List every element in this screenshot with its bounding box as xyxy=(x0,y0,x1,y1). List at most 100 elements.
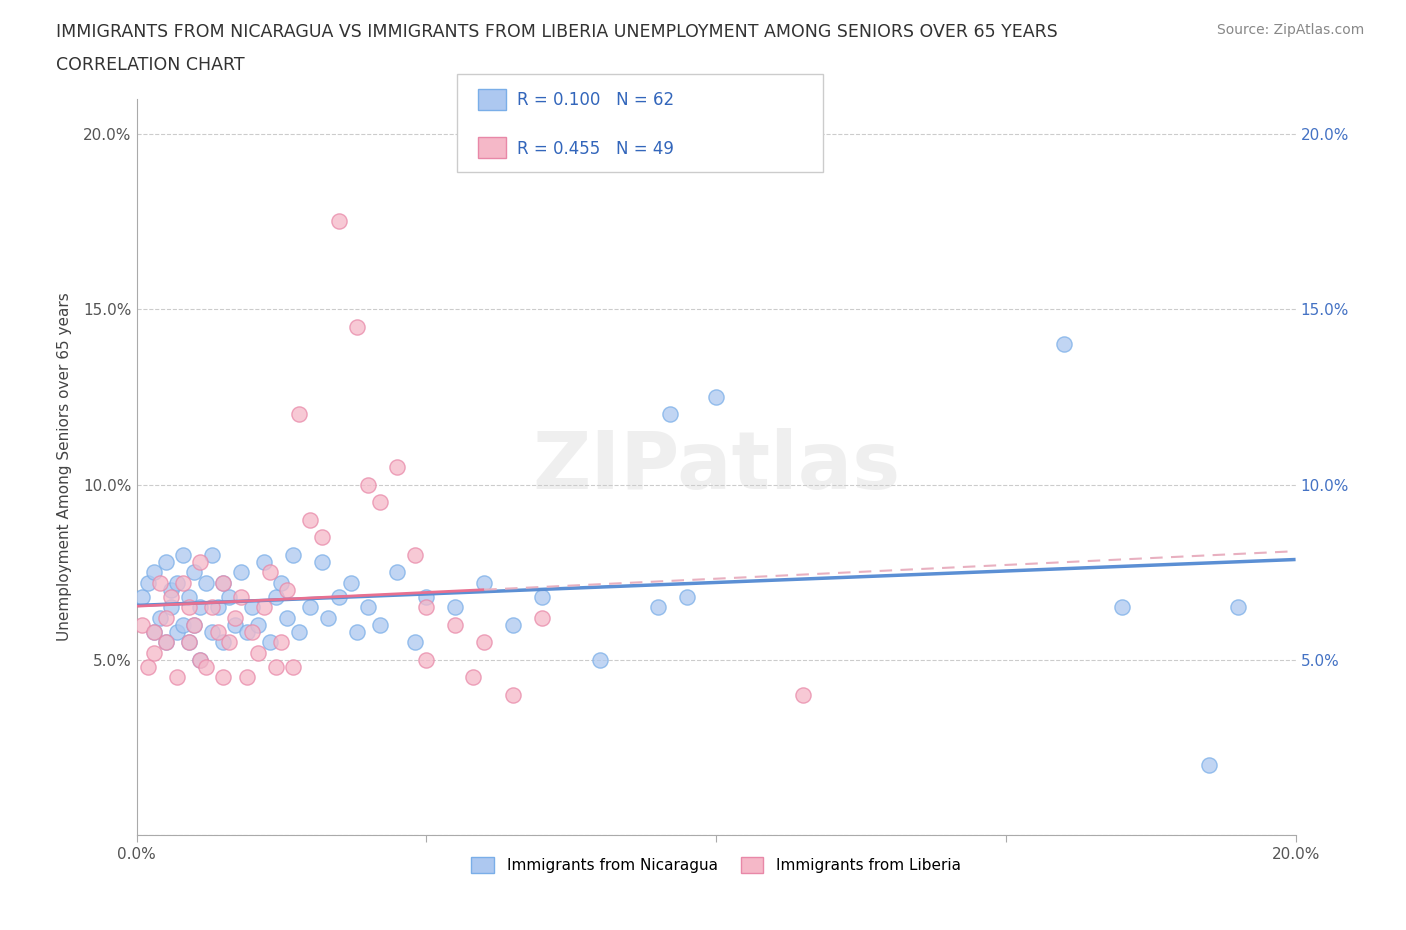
Point xyxy=(160,582,183,597)
Point xyxy=(195,659,218,674)
Point xyxy=(415,600,437,615)
Point xyxy=(224,618,246,632)
Point xyxy=(212,635,235,650)
Point xyxy=(404,547,426,562)
Point xyxy=(299,600,322,615)
Point xyxy=(142,624,165,639)
Point xyxy=(658,407,681,422)
Point xyxy=(357,600,380,615)
Point xyxy=(229,590,252,604)
Point xyxy=(172,576,194,591)
Point xyxy=(201,624,224,639)
Text: R = 0.100   N = 62: R = 0.100 N = 62 xyxy=(517,91,675,110)
Point xyxy=(415,653,437,668)
Point xyxy=(415,590,437,604)
Point xyxy=(155,635,177,650)
Point xyxy=(149,610,172,625)
Point xyxy=(195,576,218,591)
Point xyxy=(1226,600,1249,615)
Point xyxy=(368,618,391,632)
Point xyxy=(264,659,287,674)
Point xyxy=(1198,758,1220,773)
Point xyxy=(218,590,240,604)
Point xyxy=(253,554,276,569)
Point xyxy=(207,600,229,615)
Point xyxy=(270,576,292,591)
Point xyxy=(136,576,159,591)
Point xyxy=(188,600,211,615)
Point xyxy=(1053,337,1076,352)
Point xyxy=(172,547,194,562)
Point xyxy=(160,590,183,604)
Point xyxy=(212,576,235,591)
Point xyxy=(276,610,298,625)
Point xyxy=(311,554,333,569)
Point xyxy=(531,610,554,625)
Point xyxy=(177,635,200,650)
Point xyxy=(149,576,172,591)
Point xyxy=(247,645,270,660)
Point xyxy=(207,624,229,639)
Point xyxy=(224,610,246,625)
Point xyxy=(177,590,200,604)
Point xyxy=(281,547,304,562)
Y-axis label: Unemployment Among Seniors over 65 years: Unemployment Among Seniors over 65 years xyxy=(58,293,72,642)
Point xyxy=(136,659,159,674)
Point xyxy=(218,635,240,650)
Point xyxy=(311,530,333,545)
Point xyxy=(340,576,363,591)
Point xyxy=(155,554,177,569)
Point xyxy=(242,624,264,639)
Point xyxy=(368,495,391,510)
Point xyxy=(328,214,350,229)
Point xyxy=(264,590,287,604)
Point xyxy=(172,618,194,632)
Text: CORRELATION CHART: CORRELATION CHART xyxy=(56,56,245,73)
Point xyxy=(316,610,339,625)
Text: ZIPatlas: ZIPatlas xyxy=(531,428,900,506)
Point xyxy=(444,618,467,632)
Point xyxy=(404,635,426,650)
Point xyxy=(142,645,165,660)
Point xyxy=(647,600,669,615)
Point xyxy=(357,477,380,492)
Point xyxy=(704,390,727,405)
Point xyxy=(531,590,554,604)
Point xyxy=(288,407,311,422)
Point xyxy=(235,670,257,684)
Point xyxy=(276,582,298,597)
Point xyxy=(235,624,257,639)
Point xyxy=(346,624,368,639)
Point xyxy=(201,600,224,615)
Point xyxy=(183,618,205,632)
Text: IMMIGRANTS FROM NICARAGUA VS IMMIGRANTS FROM LIBERIA UNEMPLOYMENT AMONG SENIORS : IMMIGRANTS FROM NICARAGUA VS IMMIGRANTS … xyxy=(56,23,1057,41)
Point xyxy=(183,565,205,579)
Point xyxy=(270,635,292,650)
Point xyxy=(502,618,524,632)
Point xyxy=(461,670,484,684)
Point xyxy=(177,635,200,650)
Point xyxy=(229,565,252,579)
Text: Source: ZipAtlas.com: Source: ZipAtlas.com xyxy=(1216,23,1364,37)
Point xyxy=(160,600,183,615)
Point xyxy=(299,512,322,527)
Point xyxy=(166,576,188,591)
Point xyxy=(188,653,211,668)
Point xyxy=(201,547,224,562)
Point xyxy=(676,590,699,604)
Point xyxy=(177,600,200,615)
Point xyxy=(792,687,814,702)
Point xyxy=(472,635,495,650)
Point xyxy=(253,600,276,615)
Point xyxy=(183,618,205,632)
Legend: Immigrants from Nicaragua, Immigrants from Liberia: Immigrants from Nicaragua, Immigrants fr… xyxy=(465,851,967,879)
Point xyxy=(188,653,211,668)
Point xyxy=(131,590,153,604)
Point xyxy=(155,610,177,625)
Point xyxy=(166,624,188,639)
Point xyxy=(259,565,281,579)
Point xyxy=(155,635,177,650)
Point xyxy=(259,635,281,650)
Point xyxy=(444,600,467,615)
Point xyxy=(242,600,264,615)
